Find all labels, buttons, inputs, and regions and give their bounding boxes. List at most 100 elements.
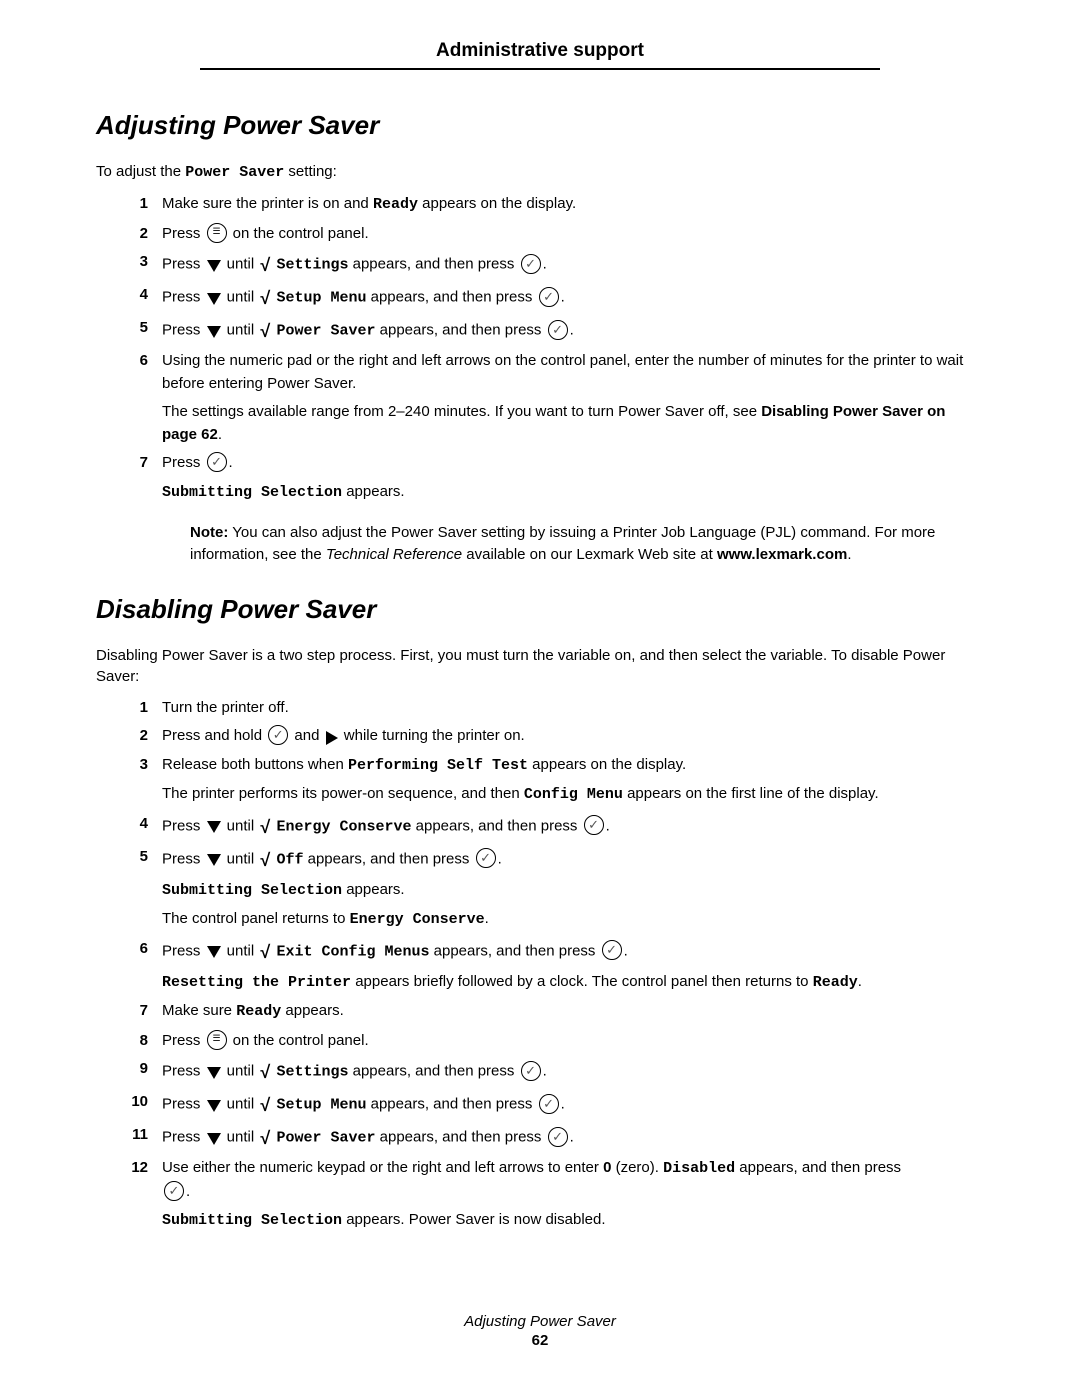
check-icon: √ <box>260 814 270 841</box>
text: appears on the display. <box>418 195 576 212</box>
intro-text: To adjust the Power Saver setting: <box>96 161 984 183</box>
check-icon: √ <box>260 939 270 966</box>
mono-text: Power Saver <box>276 322 375 339</box>
check-icon: √ <box>260 285 270 312</box>
down-arrow-icon <box>207 946 221 958</box>
step-4: 4 Press until √ Setup Menu appears, and … <box>96 284 984 311</box>
mono-text: Power Saver <box>276 1129 375 1146</box>
check-icon: √ <box>260 1125 270 1152</box>
select-icon <box>539 287 559 307</box>
intro-text-2: Disabling Power Saver is a two step proc… <box>96 645 984 687</box>
mono-text: Ready <box>236 1003 281 1020</box>
text: appears, and then press <box>411 817 581 834</box>
section-heading-adjusting: Adjusting Power Saver <box>96 110 984 141</box>
down-arrow-icon <box>207 1100 221 1112</box>
text: . <box>229 454 233 471</box>
select-icon <box>268 725 288 745</box>
mono-text: Exit Config Menus <box>276 943 429 960</box>
down-arrow-icon <box>207 1133 221 1145</box>
text: appears briefly followed by a clock. The… <box>351 973 813 990</box>
text: . <box>498 850 502 867</box>
text: on the control panel. <box>229 225 369 242</box>
step-7: 7 Make sure Ready appears. <box>96 1000 984 1024</box>
text: appears, and then press <box>375 321 545 338</box>
text: setting: <box>284 163 337 180</box>
text: . <box>485 910 489 927</box>
text: until <box>223 288 259 305</box>
text: To adjust the <box>96 163 185 180</box>
mono-text: Energy Conserve <box>276 818 411 835</box>
text: . <box>218 426 222 443</box>
note-label: Note: <box>190 524 228 541</box>
check-icon: √ <box>260 1059 270 1086</box>
link-text: www.lexmark.com <box>717 546 847 563</box>
check-icon: √ <box>260 318 270 345</box>
text: appears, and then press <box>348 1062 518 1079</box>
text: . <box>561 288 565 305</box>
step-7: 7 Press . Submitting Selection appears. <box>96 452 984 504</box>
text: until <box>223 1095 259 1112</box>
select-icon <box>521 254 541 274</box>
text: appears on the first line of the display… <box>623 785 879 802</box>
mono-text: Setup Menu <box>276 289 366 306</box>
select-icon <box>164 1181 184 1201</box>
mono-text: Power Saver <box>185 164 284 181</box>
text: Press and hold <box>162 727 266 744</box>
text: The settings available range from 2–240 … <box>162 403 761 420</box>
step-10: 10 Press until √ Setup Menu appears, and… <box>96 1091 984 1118</box>
text: while turning the printer on. <box>340 727 525 744</box>
mono-text: Performing Self Test <box>348 757 528 774</box>
mono-text: Ready <box>373 196 418 213</box>
section-heading-disabling: Disabling Power Saver <box>96 594 984 625</box>
down-arrow-icon <box>207 1067 221 1079</box>
text: Release both buttons when <box>162 756 348 773</box>
text: appears. <box>342 483 405 500</box>
text: appears, and then press <box>366 288 536 305</box>
text: Press <box>162 942 205 959</box>
text: . <box>570 321 574 338</box>
text: The printer performs its power-on sequen… <box>162 785 524 802</box>
select-icon <box>602 940 622 960</box>
footer-title: Adjusting Power Saver <box>464 1313 616 1330</box>
step-1: 1 Make sure the printer is on and Ready … <box>96 193 984 217</box>
down-arrow-icon <box>207 821 221 833</box>
text: Press <box>162 1128 205 1145</box>
step-12: 12 Use either the numeric keypad or the … <box>96 1157 984 1233</box>
text: Press <box>162 255 205 272</box>
mono-text: Settings <box>276 256 348 273</box>
text: appears, and then press <box>735 1159 901 1176</box>
down-arrow-icon <box>207 260 221 272</box>
step-9: 9 Press until √ Settings appears, and th… <box>96 1058 984 1085</box>
text: appears. <box>342 881 405 898</box>
text: . <box>570 1128 574 1145</box>
select-icon <box>548 320 568 340</box>
down-arrow-icon <box>207 293 221 305</box>
document-page: Administrative support Adjusting Power S… <box>0 0 1080 1389</box>
mono-text: Ready <box>813 974 858 991</box>
text: appears on the display. <box>528 756 686 773</box>
step-3: 3 Press until √ Settings appears, and th… <box>96 251 984 278</box>
text: until <box>223 850 259 867</box>
mono-text: Energy Conserve <box>350 911 485 928</box>
mono-text: Submitting Selection <box>162 1212 342 1229</box>
mono-text: Disabled <box>663 1160 735 1177</box>
sub-text: Submitting Selection appears. Power Save… <box>162 1209 984 1233</box>
right-arrow-icon <box>326 731 338 745</box>
text: appears, and then press <box>429 942 599 959</box>
sub-text: Resetting the Printer appears briefly fo… <box>162 971 984 995</box>
text: appears, and then press <box>303 850 473 867</box>
text: Using the numeric pad or the right and l… <box>162 352 963 392</box>
page-footer: Adjusting Power Saver 62 <box>96 1313 984 1349</box>
check-icon: √ <box>260 1092 270 1119</box>
text: . <box>561 1095 565 1112</box>
step-1: 1 Turn the printer off. <box>96 697 984 720</box>
text: Make sure <box>162 1002 236 1019</box>
text: Press <box>162 321 205 338</box>
step-2: 2 Press and hold and while turning the p… <box>96 725 984 748</box>
text: available on our Lexmark Web site at <box>462 546 717 563</box>
text: . <box>186 1183 190 1200</box>
step-6: 6 Press until √ Exit Config Menus appear… <box>96 938 984 995</box>
check-icon: √ <box>260 847 270 874</box>
text: . <box>543 255 547 272</box>
select-icon <box>548 1127 568 1147</box>
